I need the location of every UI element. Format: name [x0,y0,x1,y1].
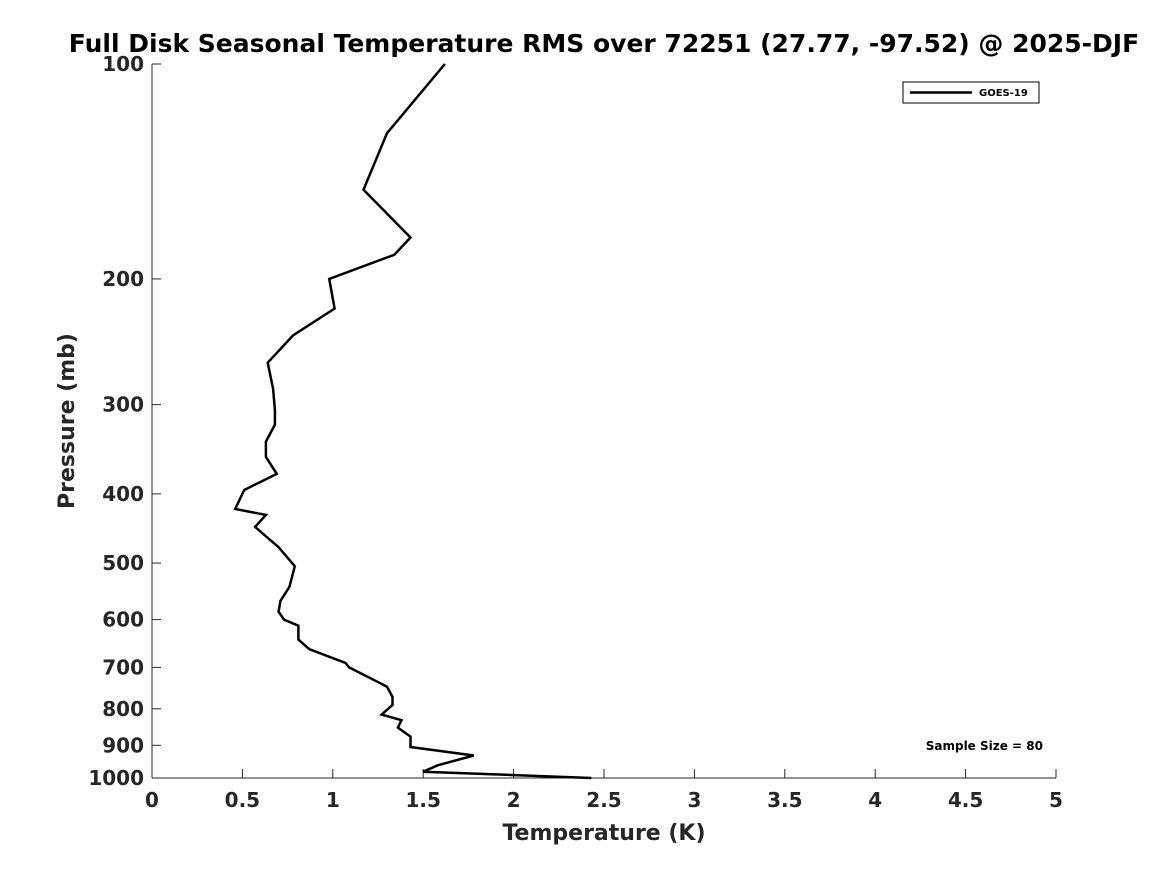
y-tick-label: 800 [102,697,144,721]
y-tick-label: 900 [102,733,144,757]
x-tick-label: 1 [326,788,340,812]
x-tick-label: 2.5 [586,788,621,812]
x-tick-label: 1.5 [405,788,440,812]
y-tick-label: 200 [102,267,144,291]
y-tick-label: 300 [102,393,144,417]
x-tick-label: 3.5 [767,788,802,812]
y-tick-label: 400 [102,482,144,506]
y-axis: 100 200 300 400 500 600 700 800 900 1000 [88,52,161,790]
x-tick-label: 5 [1049,788,1063,812]
series-layer [233,63,592,780]
x-tick-label: 4 [868,788,882,812]
y-tick-label: 100 [102,52,144,76]
series-line-goes-19 [233,63,592,780]
x-tick-label: 0.5 [225,788,260,812]
x-axis: 0 0.5 1 1.5 2 2.5 3 3.5 4 4.5 5 [145,769,1063,812]
sample-size-annotation: Sample Size = 80 [926,739,1043,753]
x-tick-label: 2 [507,788,521,812]
x-tick-label: 0 [145,788,159,812]
x-axis-label: Temperature (K) [502,821,705,846]
legend: GOES-19 [902,81,1040,104]
legend-entry-goes-19: GOES-19 [979,88,1028,99]
y-tick-label: 500 [102,551,144,575]
chart-title: Full Disk Seasonal Temperature RMS over … [69,29,1139,58]
y-tick-label: 700 [102,655,144,679]
y-axis-label: Pressure (mb) [55,333,80,509]
x-tick-label: 3 [687,788,701,812]
y-tick-label: 600 [102,608,144,632]
x-tick-label: 4.5 [948,788,983,812]
y-tick-label: 1000 [88,766,144,790]
